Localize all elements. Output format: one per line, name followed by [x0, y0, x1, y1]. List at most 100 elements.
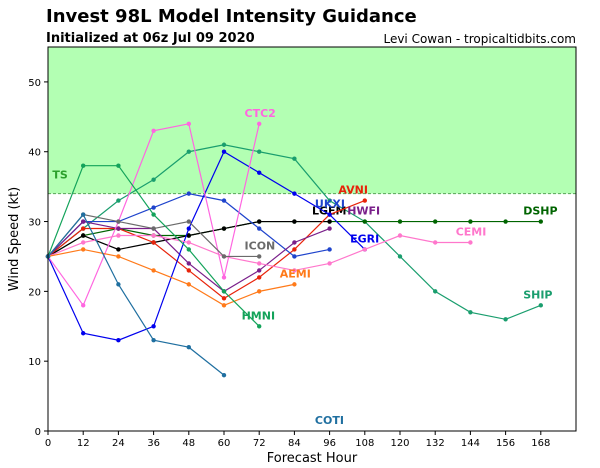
y-tick-label: 20 [28, 287, 41, 298]
x-tick-label: 120 [390, 438, 409, 449]
x-tick-label: 144 [461, 438, 480, 449]
data-point-aemi [116, 254, 121, 259]
series-line-aemi [47, 248, 295, 306]
series-label-ship: SHIP [523, 288, 552, 301]
y-tick-label: 50 [28, 78, 41, 89]
x-tick-label: 48 [182, 438, 195, 449]
x-axis-label: Forecast Hour [267, 451, 358, 466]
data-point-ukxi [257, 226, 262, 231]
data-point-hwfi [81, 219, 86, 224]
data-point-ship [468, 310, 473, 315]
data-point-ship [257, 149, 262, 154]
data-point-ukxi [186, 191, 191, 196]
data-point-hwfi [292, 240, 297, 245]
data-point-aemi [257, 289, 262, 294]
data-point-avni [151, 240, 156, 245]
data-point-egri [292, 191, 297, 196]
data-point-icon [116, 219, 121, 224]
x-tick-label: 36 [147, 438, 160, 449]
y-axis-label: Wind Speed (kt) [7, 187, 22, 291]
data-point-lgem [186, 233, 191, 238]
x-tick-label: 108 [355, 438, 374, 449]
data-point-ship [151, 177, 156, 182]
data-point-avni [362, 198, 367, 203]
data-point-dshp [397, 219, 403, 224]
data-point-ctc2 [186, 121, 191, 127]
data-point-ship [503, 317, 508, 322]
data-point-hmni [186, 247, 191, 252]
data-point-lgem [221, 226, 227, 231]
data-point-coti [81, 212, 86, 217]
data-point-ship [221, 142, 227, 147]
data-point-ctc2 [221, 275, 227, 280]
series-label-ukxi: UKXI [315, 198, 345, 211]
data-point-cemi [327, 261, 332, 266]
series-label-hwfi: HWFI [347, 205, 380, 218]
ts-label: TS [52, 168, 68, 181]
data-point-coti [116, 282, 121, 287]
data-point-coti [186, 345, 191, 350]
chart-credit: Levi Cowan - tropicaltidbits.com [383, 32, 576, 46]
data-point-ctc2 [151, 128, 156, 133]
data-point-ukxi [292, 254, 297, 259]
chart-subtitle: Initialized at 06z Jul 09 2020 [46, 31, 255, 46]
data-point-hmni [81, 163, 86, 168]
data-point-ship [327, 198, 332, 203]
x-tick-label: 12 [77, 438, 90, 449]
data-point-dshp [362, 219, 367, 224]
data-point-aemi [81, 247, 86, 252]
x-tick-label: 96 [323, 438, 336, 449]
data-point-cemi [116, 233, 121, 238]
data-point-coti [151, 338, 156, 343]
series-label-lgem: LGEM [312, 205, 347, 218]
series-line-coti [47, 213, 225, 376]
data-point-hwfi [257, 268, 262, 273]
data-point-avni [186, 268, 191, 273]
ts-band [48, 47, 576, 194]
x-tick-label: 168 [531, 438, 550, 449]
data-point-dshp [468, 219, 473, 224]
data-point-cemi [292, 268, 297, 273]
data-point-egri [186, 226, 191, 231]
y-tick-label: 30 [28, 218, 41, 229]
series-line-avni [47, 200, 366, 300]
series-label-aemi: AEMI [280, 267, 311, 280]
series-label-ctc2: CTC2 [245, 107, 276, 120]
data-point-egri [81, 331, 86, 336]
data-point-hwfi [327, 226, 332, 231]
series-line-egri [47, 150, 366, 341]
data-point-icon [186, 219, 191, 224]
data-point-hwfi [186, 261, 191, 266]
data-point-ukxi [327, 247, 332, 252]
data-point-lgem [81, 233, 86, 238]
data-point-avni [81, 226, 86, 231]
series-line-ukxi [47, 192, 330, 258]
data-point-dshp [503, 219, 508, 224]
y-tick-label: 40 [28, 148, 41, 159]
data-point-ship [292, 156, 297, 161]
plot-frame [47, 46, 577, 432]
data-point-avni [257, 275, 262, 280]
x-tick-label: 72 [253, 438, 266, 449]
data-point-aemi [292, 282, 297, 287]
data-point-cemi [151, 233, 156, 238]
series-label-icon: ICON [245, 239, 276, 252]
data-point-ship [116, 198, 121, 203]
data-point-egri [116, 338, 121, 343]
data-point-cemi [186, 240, 191, 245]
series-label-avni: AVNI [338, 184, 368, 197]
data-point-cemi [433, 240, 438, 245]
data-point-icon [257, 254, 262, 259]
data-point-dshp [433, 219, 438, 224]
data-point-ship [186, 149, 191, 154]
data-point-ukxi [221, 198, 227, 203]
data-point-icon [221, 254, 227, 259]
series-label-hmni: HMNI [242, 309, 275, 322]
data-point-aemi [186, 282, 191, 287]
data-point-cemi [468, 240, 473, 245]
data-point-ship [538, 303, 543, 308]
data-point-lgem [257, 219, 262, 224]
x-tick-label: 60 [218, 438, 231, 449]
